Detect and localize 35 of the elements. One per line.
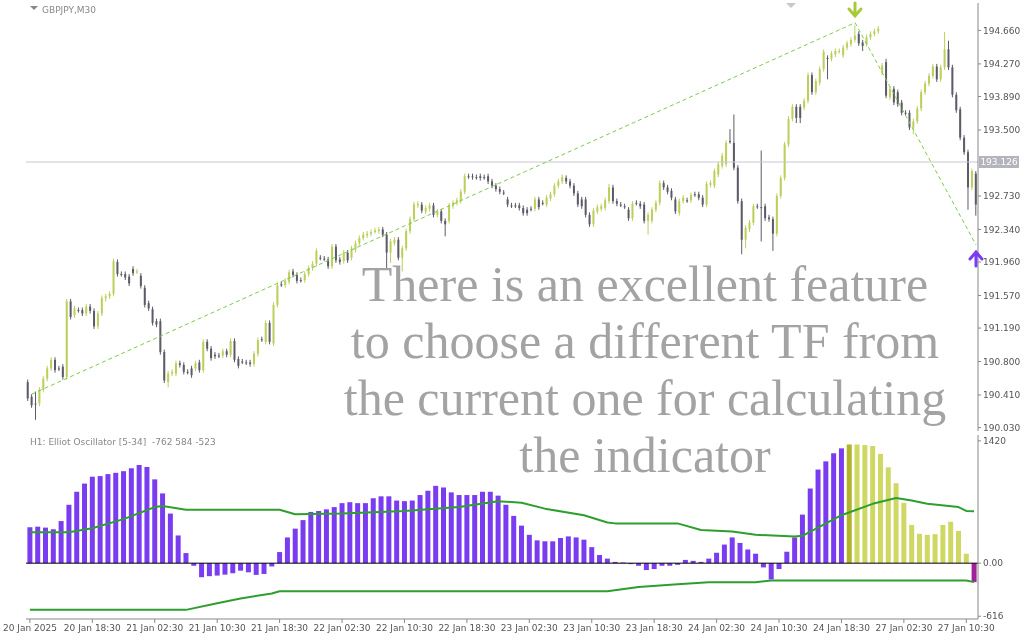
y-tick-label: 190.800 [983, 356, 1021, 367]
x-tick-label: 20 Jan 2025 [2, 623, 57, 634]
chart-title: H1: Elliot Oscillator [5-34] -762 584 -523 [30, 437, 216, 447]
chart-title: GBPJPY,M30 [42, 5, 97, 15]
x-tick-label: 24 Jan 02:30 [688, 623, 746, 634]
y-tick-label: 193.500 [983, 125, 1021, 136]
x-tick-label: 21 Jan 18:30 [251, 623, 309, 634]
y-tick-label: 191.190 [983, 323, 1021, 334]
y-tick-label: 1420 [983, 436, 1007, 447]
y-tick-label: 190.030 [983, 422, 1021, 433]
x-tick-label: 22 Jan 18:30 [438, 623, 496, 634]
y-tick-label: -616 [983, 611, 1004, 622]
x-tick-label: 22 Jan 10:30 [375, 623, 434, 634]
annotation: There is an excellent feature to choose a different TF from the current one for calculating the indicator [342, 256, 948, 484]
x-tick-label: 27 Jan 10:30 [937, 623, 996, 634]
y-tick-label: 194.660 [983, 25, 1021, 36]
x-tick-label: 20 Jan 18:30 [63, 623, 122, 634]
ref-line-label: 193.126 [980, 157, 1018, 168]
x-tick-label: 21 Jan 02:30 [126, 623, 184, 634]
y-tick-label: 0.00 [983, 558, 1004, 569]
y-tick-label: 193.890 [983, 91, 1021, 102]
x-tick-label: 23 Jan 18:30 [625, 623, 683, 634]
y-tick-label: 191.960 [983, 257, 1021, 268]
x-tick-label: 24 Jan 18:30 [812, 623, 871, 634]
x-tick-label: 27 Jan 02:30 [875, 623, 933, 634]
x-tick-label: 22 Jan 02:30 [313, 623, 371, 634]
y-tick-label: 192.730 [983, 191, 1021, 202]
y-tick-label: 194.270 [983, 59, 1021, 70]
x-tick-label: 23 Jan 02:30 [500, 623, 559, 634]
y-tick-label: 190.410 [983, 390, 1021, 401]
x-tick-label: 21 Jan 10:30 [188, 623, 246, 634]
x-tick-label: 23 Jan 10:30 [563, 623, 621, 634]
y-tick-label: 191.570 [983, 290, 1021, 301]
y-tick-label: 192.340 [983, 224, 1021, 235]
x-tick-label: 24 Jan 10:30 [750, 623, 808, 634]
